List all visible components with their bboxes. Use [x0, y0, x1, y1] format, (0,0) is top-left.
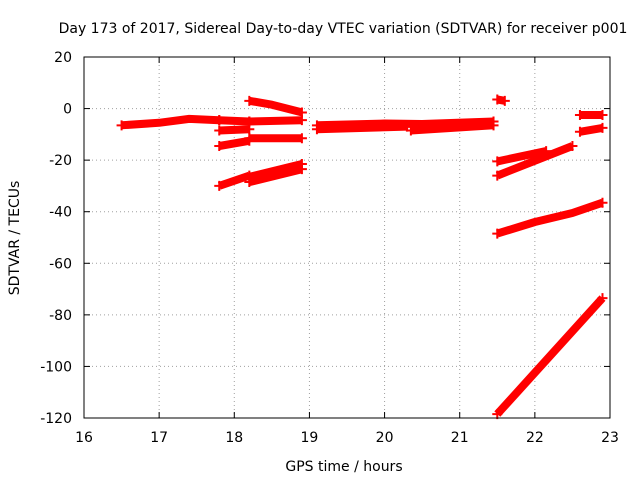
series-line-seg-17 — [496, 198, 604, 238]
data-point-seg-7 — [244, 116, 255, 127]
data-point-seg-18 — [492, 409, 503, 420]
data-point-seg-19 — [574, 110, 585, 121]
y-axis-label: SDTVAR / TECUs — [7, 181, 23, 296]
data-point-seg-14 — [492, 94, 503, 105]
data-point-seg-6 — [244, 95, 255, 106]
data-point-seg-13 — [488, 120, 499, 131]
series-line-seg-9 — [248, 160, 303, 181]
y-tick-label: -40 — [49, 205, 72, 221]
series-line-seg-4 — [218, 136, 250, 150]
plot-frame — [83, 56, 611, 419]
data-point-seg-2 — [214, 115, 225, 126]
series-line-seg-7 — [249, 116, 302, 126]
data-point-seg-17 — [597, 197, 608, 208]
data-point-seg-7 — [296, 115, 307, 126]
data-point-seg-4 — [214, 140, 225, 151]
series-line-seg-5 — [218, 171, 251, 190]
data-point-seg-15 — [492, 156, 503, 167]
data-point-seg-10 — [296, 164, 307, 175]
y-tick-label: 20 — [54, 50, 72, 66]
x-tick-label: 16 — [75, 430, 93, 446]
series-line-seg-18 — [494, 295, 606, 417]
y-tick-label: -60 — [49, 256, 72, 272]
x-tick-label: 23 — [601, 430, 619, 446]
x-tick-label: 20 — [376, 430, 394, 446]
data-point-seg-13 — [405, 125, 416, 136]
y-tick-label: -120 — [40, 411, 72, 427]
data-point-seg-20 — [574, 126, 585, 137]
x-tick-label: 17 — [150, 430, 168, 446]
data-point-seg-14 — [499, 95, 510, 106]
series-line-seg-10 — [248, 165, 303, 186]
series-line-seg-6 — [248, 96, 303, 117]
data-point-seg-16 — [567, 140, 578, 151]
data-point-seg-12 — [311, 124, 322, 135]
series-line-seg-12 — [316, 122, 408, 134]
y-tick-label: -20 — [49, 153, 72, 169]
x-tick-label: 21 — [451, 430, 469, 446]
series-line-seg-15 — [496, 147, 547, 166]
series-line-seg-2 — [219, 116, 250, 126]
data-point-seg-17 — [492, 228, 503, 239]
data-point-seg-8 — [244, 133, 255, 144]
chart-title: Day 173 of 2017, Sidereal Day-to-day VTE… — [59, 21, 628, 37]
x-axis-label: GPS time / hours — [285, 459, 402, 475]
data-point-seg-3 — [214, 125, 225, 136]
data-point-seg-1 — [116, 120, 127, 131]
data-point-seg-19 — [597, 110, 608, 121]
data-point-seg-5 — [214, 180, 225, 191]
y-tick-label: -80 — [49, 308, 72, 324]
x-tick-label: 18 — [225, 430, 243, 446]
x-tick-label: 22 — [526, 430, 544, 446]
x-tick-label: 19 — [301, 430, 319, 446]
series-line-seg-13 — [410, 121, 494, 135]
data-series — [116, 94, 608, 420]
data-point-seg-20 — [597, 122, 608, 133]
data-point-seg-10 — [244, 177, 255, 188]
data-point-seg-18 — [597, 293, 608, 304]
axis-ticks: 16 17 18 19 20 21 22 23 -120 -100 -80 -60 -40 -20 0 20 — [40, 50, 619, 446]
series-line-seg-1 — [121, 114, 220, 130]
y-tick-label: -100 — [40, 359, 72, 375]
y-tick-label: 0 — [63, 102, 72, 118]
series-line-seg-16 — [495, 142, 574, 180]
series-line-seg-3 — [219, 125, 250, 135]
data-point-seg-8 — [296, 133, 307, 144]
data-point-seg-16 — [492, 170, 503, 181]
